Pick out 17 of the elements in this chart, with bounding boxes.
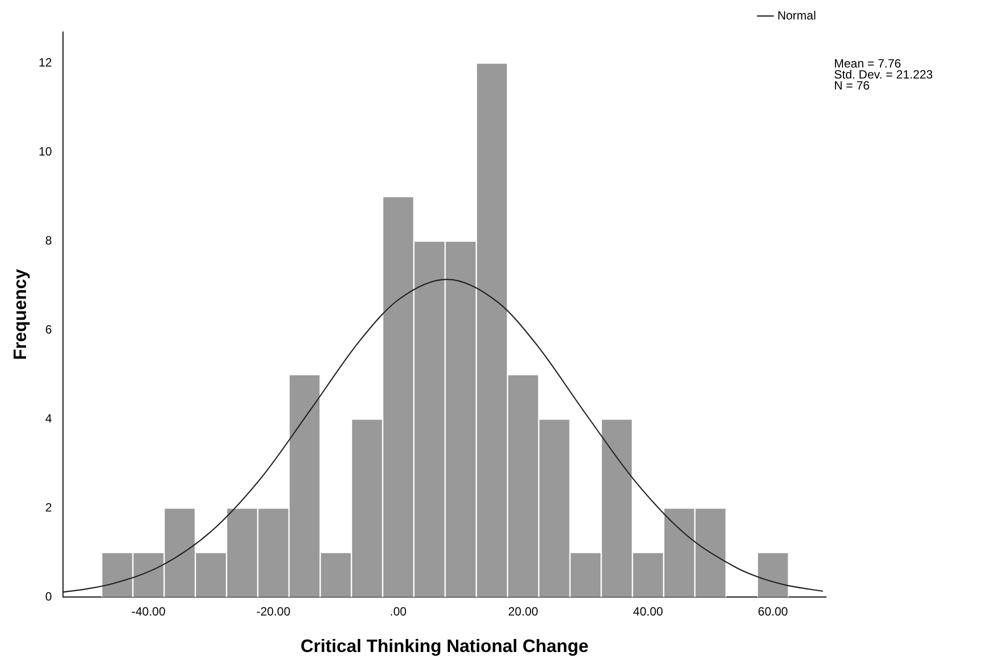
x-axis-title: Critical Thinking National Change xyxy=(300,636,588,656)
y-tick-label: 12 xyxy=(38,55,52,70)
x-tick-label: 20.00 xyxy=(508,604,538,619)
y-tick-label: 2 xyxy=(45,500,52,514)
x-tick-label: -20.00 xyxy=(256,604,291,619)
y-tick-label: 4 xyxy=(45,411,52,426)
x-tick-label: 60.00 xyxy=(758,604,788,619)
line-series xyxy=(62,278,824,593)
legend-label: Normal xyxy=(777,8,816,22)
x-tick-label: 40.00 xyxy=(633,604,664,619)
x-tick-label: -40.00 xyxy=(131,604,166,619)
y-tick-label: 10 xyxy=(38,144,52,158)
y-tick-label: 6 xyxy=(45,322,52,336)
y-axis-title: Frequency xyxy=(10,268,30,360)
y-tick-label: 8 xyxy=(45,233,52,248)
x-tick-label: .00 xyxy=(390,604,407,619)
y-tick-label: 0 xyxy=(45,589,52,604)
